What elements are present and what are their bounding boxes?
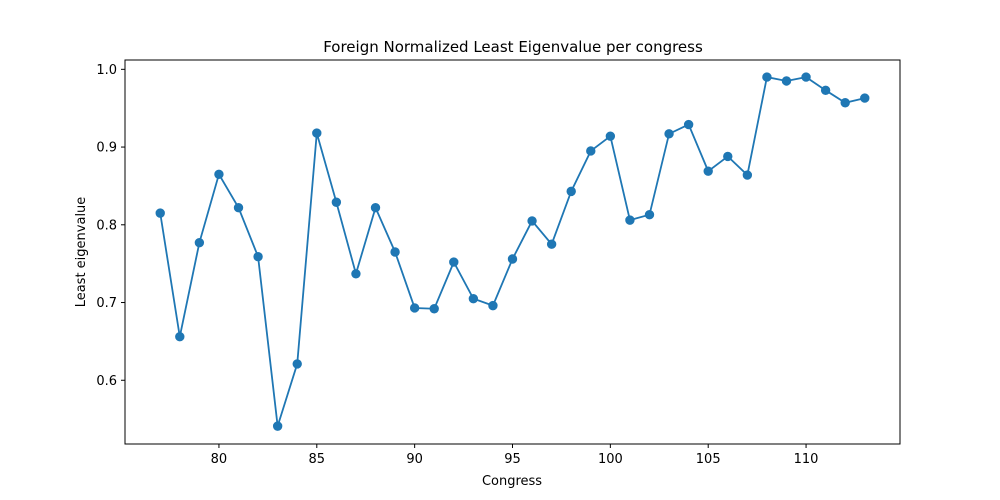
y-tick-label: 0.9 <box>96 141 117 156</box>
series-line <box>159 76 865 427</box>
data-point <box>683 119 694 130</box>
x-tick-label: 110 <box>794 452 819 467</box>
data-point <box>546 239 557 249</box>
y-axis: 0.6 0.7 0.8 0.9 1.0 <box>96 63 125 389</box>
x-tick-label: 90 <box>406 452 423 467</box>
y-tick-label: 1.0 <box>96 63 117 78</box>
data-point <box>566 186 576 197</box>
data-point <box>312 128 322 138</box>
axes-frame <box>124 59 901 445</box>
data-point <box>429 304 439 314</box>
y-tick-label: 0.8 <box>96 218 117 233</box>
plot-area <box>155 72 870 431</box>
data-point <box>781 76 792 86</box>
data-point <box>409 303 420 313</box>
data-point <box>449 257 459 267</box>
x-axis: 80 85 90 95 100 105 110 <box>211 444 819 467</box>
data-point <box>820 85 831 96</box>
x-axis-label: Congress <box>482 474 542 489</box>
data-point <box>214 169 224 179</box>
data-point <box>762 72 772 82</box>
data-point <box>860 93 870 103</box>
data-point <box>586 146 596 156</box>
data-point <box>370 202 381 213</box>
y-axis-label: Least eigenvalue <box>74 197 89 308</box>
data-point <box>605 131 616 141</box>
data-point <box>507 254 518 264</box>
data-point <box>253 251 263 262</box>
data-point <box>331 197 342 207</box>
data-point <box>292 359 302 369</box>
data-point <box>390 247 400 257</box>
data-point <box>488 300 498 311</box>
chart-title: Foreign Normalized Least Eigenvalue per … <box>323 38 703 56</box>
x-tick-label: 85 <box>309 452 326 467</box>
x-tick-label: 100 <box>598 452 623 467</box>
data-point <box>194 237 205 248</box>
data-point <box>644 209 655 220</box>
data-point <box>527 216 537 226</box>
data-point <box>801 72 811 82</box>
data-point <box>742 170 753 180</box>
x-tick-label: 95 <box>504 452 521 467</box>
data-point <box>351 269 361 279</box>
data-point <box>272 421 283 431</box>
data-point <box>468 293 479 304</box>
x-tick-label: 80 <box>211 452 228 467</box>
x-tick-label: 105 <box>696 452 721 467</box>
data-point <box>723 151 733 162</box>
y-tick-label: 0.6 <box>96 374 117 389</box>
data-point <box>175 332 185 342</box>
data-point <box>840 98 850 108</box>
data-point <box>155 208 165 218</box>
data-point <box>233 202 244 213</box>
data-point <box>664 129 674 139</box>
y-tick-label: 0.7 <box>96 296 117 311</box>
data-point <box>703 166 713 176</box>
data-point <box>625 215 635 225</box>
